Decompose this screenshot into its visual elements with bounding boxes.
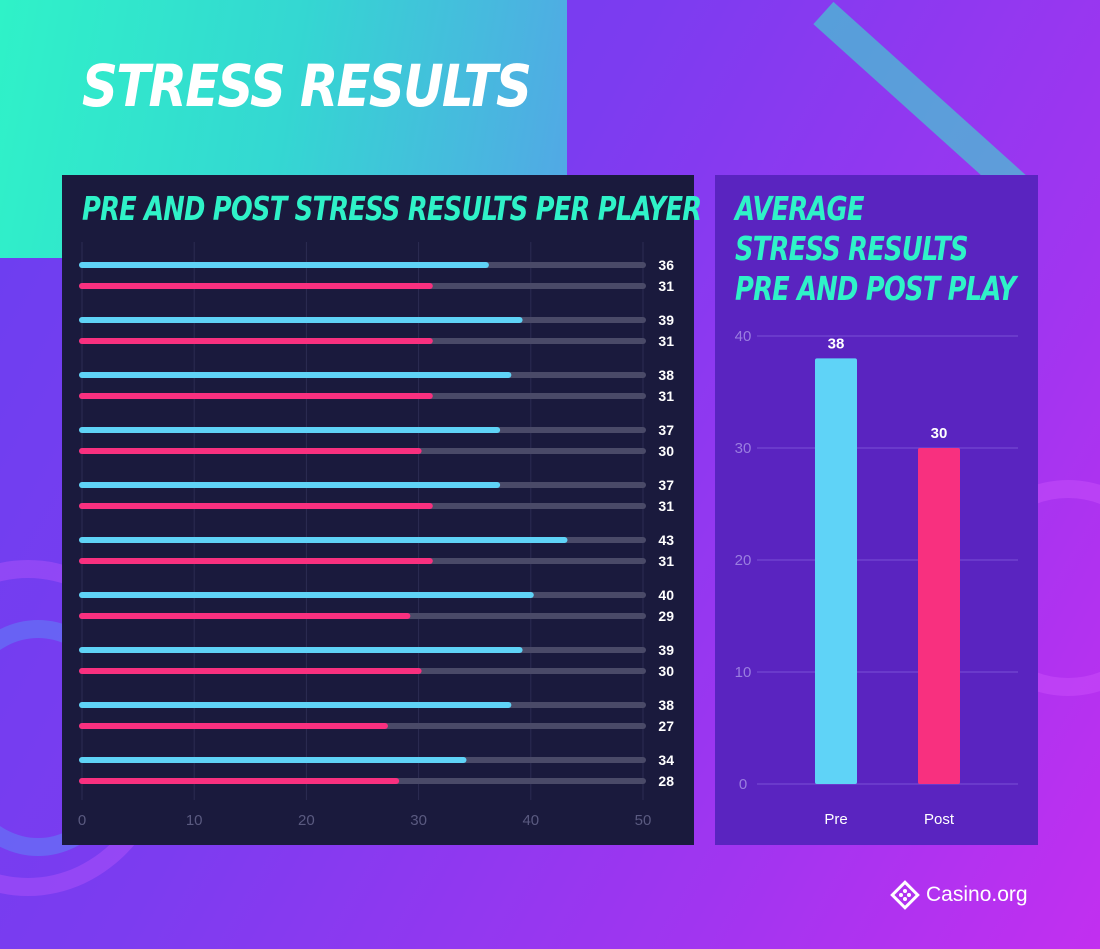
average-chart-title: AVERAGE STRESS RESULTS PRE AND POST PLAY	[735, 189, 1016, 309]
average-title-line: STRESS RESULTS	[735, 229, 969, 268]
casino-diamond-icon	[890, 880, 920, 910]
bar-value-label: 39	[658, 312, 674, 328]
bar-value-label: 27	[658, 718, 674, 734]
bar-value-label: 31	[658, 333, 674, 349]
page-title: STRESS RESULTS	[82, 52, 532, 120]
casino-org-logo[interactable]: Casino.org	[890, 880, 1028, 910]
bar-value-label: 30	[658, 663, 674, 679]
per-player-chart-title: PRE AND POST STRESS RESULTS PER PLAYER	[82, 189, 702, 228]
bar-value-label: 34	[658, 752, 674, 768]
y-tick-label: 0	[739, 776, 747, 793]
bar-value-label: 36	[658, 257, 674, 273]
x-tick-label: 10	[186, 812, 203, 829]
bar-value-label: 39	[658, 642, 674, 658]
bar-value-label: 37	[658, 477, 674, 493]
bar-value-label: 28	[658, 773, 674, 789]
logo-text: Casino.org	[926, 883, 1028, 906]
x-tick-label: 40	[522, 812, 539, 829]
per-player-bar-chart: 0 10 20 30 40 50 36 31 39 31 38 31 37 30 37 31 43 31 40 29 3…	[78, 242, 674, 829]
bar-value-label: 30	[931, 425, 948, 442]
bar-value-label: 31	[658, 498, 674, 514]
post-average-bar	[918, 448, 960, 784]
bar-value-label: 31	[658, 553, 674, 569]
bar-value-label: 31	[658, 278, 674, 294]
pre-average-bar	[815, 358, 857, 784]
x-tick-label: 50	[635, 812, 652, 829]
x-tick-label: 30	[410, 812, 427, 829]
bar-value-label: 31	[658, 388, 674, 404]
y-tick-label: 40	[735, 328, 752, 345]
bar-value-label: 38	[828, 335, 845, 352]
bar-value-label: 43	[658, 532, 674, 548]
average-title-line: PRE AND POST PLAY	[735, 269, 1016, 308]
bar-value-label: 29	[658, 608, 674, 624]
category-label: Pre	[824, 811, 847, 828]
bar-value-label: 40	[658, 587, 674, 603]
bar-value-label: 38	[658, 367, 674, 383]
average-title-line: AVERAGE	[735, 189, 864, 228]
background-stripe	[813, 1, 1027, 199]
bar-value-label: 37	[658, 422, 674, 438]
x-tick-label: 20	[298, 812, 315, 829]
x-tick-label: 0	[78, 812, 86, 829]
y-tick-label: 20	[735, 552, 752, 569]
y-tick-label: 30	[735, 440, 752, 457]
bar-value-label: 30	[658, 443, 674, 459]
average-chart-panel: AVERAGE STRESS RESULTS PRE AND POST PLAY…	[715, 175, 1038, 845]
category-label: Post	[924, 811, 955, 828]
y-tick-label: 10	[735, 664, 752, 681]
bar-value-label: 38	[658, 697, 674, 713]
per-player-chart-panel: PRE AND POST STRESS RESULTS PER PLAYER 0…	[62, 175, 702, 845]
average-bar-chart: 0 10 20 30 40 38 Pre 30 Post	[735, 328, 1018, 828]
